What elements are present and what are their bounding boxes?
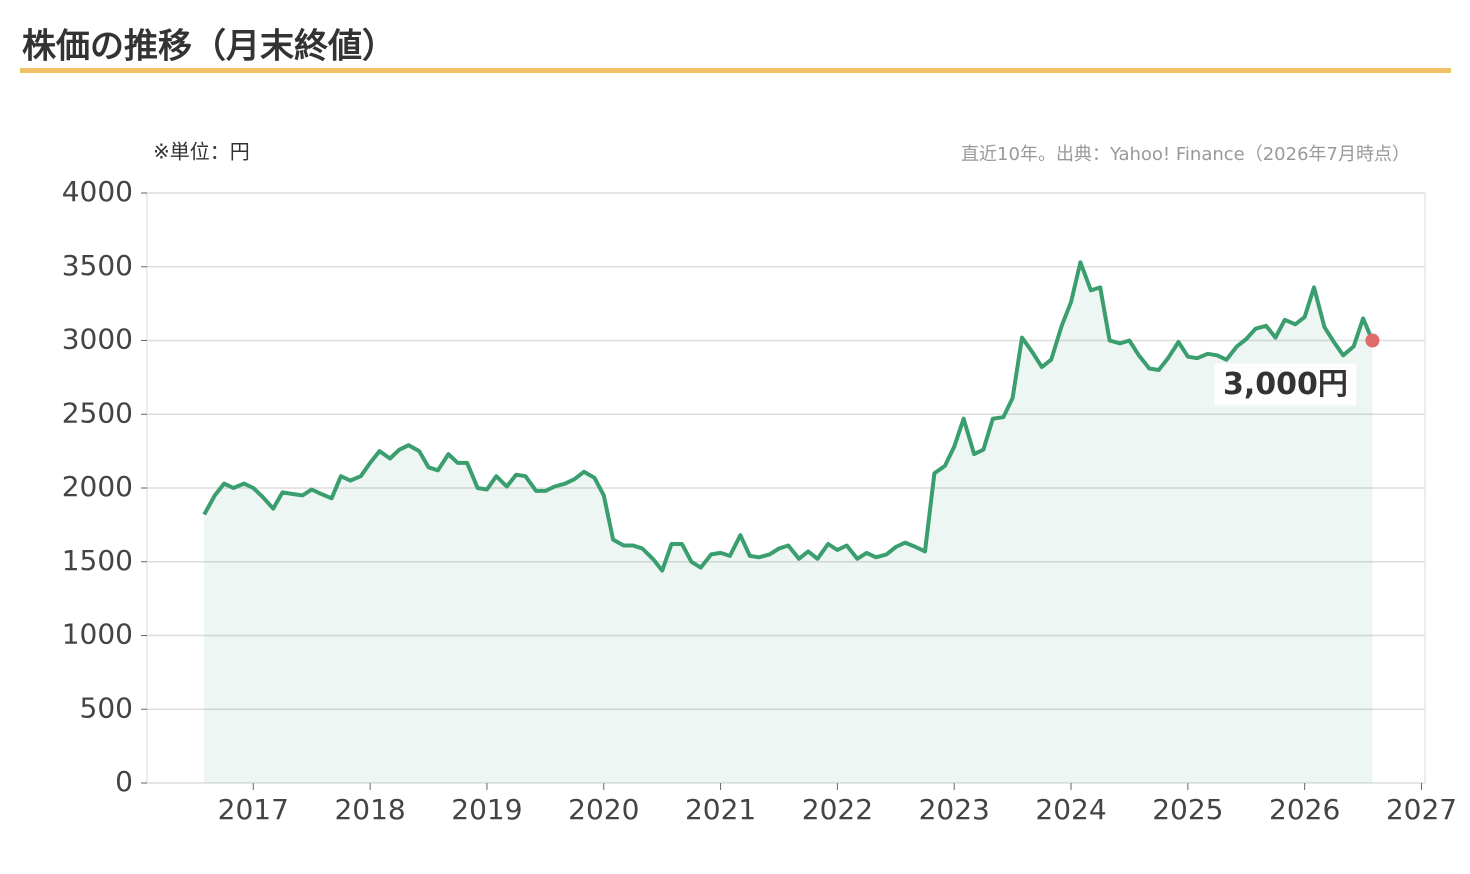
y-tick-label: 1500 [62,544,133,577]
annotation-bg [1214,363,1357,406]
x-tick-label: 2026 [1269,793,1340,826]
x-tick-label: 2020 [568,793,639,826]
x-tick-label: 2017 [218,793,289,826]
y-tick-label: 3500 [62,249,133,282]
x-tick-label: 2024 [1035,793,1106,826]
y-tick-label: 2500 [62,396,133,429]
last-point [1365,333,1380,348]
y-tick-label: 1000 [62,618,133,651]
x-tick-label: 2023 [919,793,990,826]
area [204,262,1373,783]
title-underline [20,68,1451,73]
x-tick-label: 2027 [1386,793,1457,826]
chart-title: 株価の推移（月末終値） [22,27,396,67]
x-tick-label: 2022 [802,793,873,826]
line [202,260,1375,573]
x-tick-label: 2025 [1152,793,1223,826]
annotation: 3,000円 [1223,367,1348,402]
y-tick-label: 4000 [62,175,133,208]
y-tick-label: 500 [80,691,133,724]
source-note: 直近10年。出典：Yahoo! Finance（2026年7月時点） [961,144,1410,165]
x-tick-label: 2021 [685,793,756,826]
y-tick-label: 0 [115,765,133,798]
unit-note: ※単位：円 [153,140,250,164]
x-tick-label: 2019 [451,793,522,826]
y-tick-label: 3000 [62,323,133,356]
x-tick-label: 2018 [334,793,405,826]
y-tick-label: 2000 [62,470,133,503]
